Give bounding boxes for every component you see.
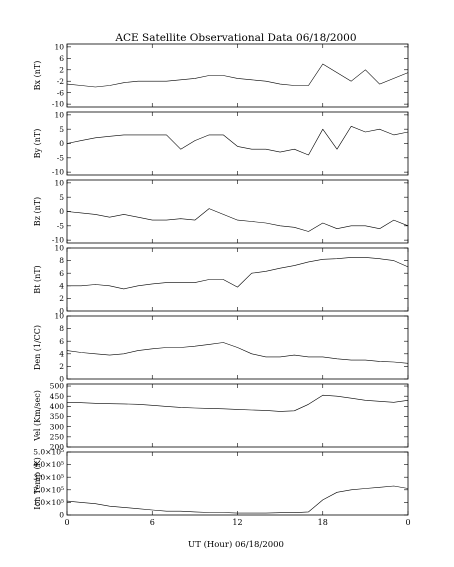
panel-4-series-line (67, 257, 409, 290)
panel-3-y-tick-label: -5 (57, 221, 65, 230)
x-tick-label: 0 (64, 518, 69, 527)
panel-2-y-tick-label: -5 (57, 153, 65, 162)
panel-7-frame (66, 451, 409, 516)
panel-7-y-tick-label: 0 (59, 511, 64, 520)
panel-2-y-tick-label: 10 (54, 110, 64, 119)
panel-1-y-tick-label: 10 (54, 42, 64, 51)
x-tick-label: 18 (318, 518, 328, 527)
panel-6-y-tick-label: 350 (50, 412, 65, 421)
panel-1-y-tick-label: -6 (57, 88, 65, 97)
panel-4-y-tick-label: 8 (59, 256, 64, 265)
panel-5-y-axis-label: Den (1/CC) (33, 325, 42, 370)
panel-4-y-axis-label: Bt (nT) (33, 265, 42, 293)
x-axis-label: UT (Hour) 06/18/2000 (188, 539, 284, 550)
chart-title: ACE Satellite Observational Data 06/18/2… (114, 32, 356, 44)
panel-1-y-axis-label: Bx (nT) (33, 61, 42, 91)
panel-2-series-line (66, 126, 409, 156)
panel-2-y-tick-label: -10 (52, 168, 64, 177)
panel-5-series-line (66, 342, 409, 364)
panel-7-y-tick-label: 2.0×10⁵ (33, 485, 64, 494)
panel-5-y-tick-label: 6 (59, 337, 64, 346)
x-tick-label: 12 (232, 518, 242, 527)
panel-7-y-tick-label: 5.0×10⁵ (33, 448, 64, 457)
panel-4-y-tick-label: 4 (59, 281, 64, 290)
panel-4-y-tick-label: 2 (59, 294, 64, 303)
panel-3-y-tick-label: 0 (59, 207, 64, 216)
panel-6-y-tick-label: 250 (50, 432, 65, 441)
panel-5-y-tick-label: 2 (59, 362, 64, 371)
panel-7-y-axis-label: Ion Temp (K) (33, 457, 42, 510)
panel-5-y-tick-label: 10 (54, 312, 64, 321)
panel-1-y-tick-label: 6 (59, 54, 64, 63)
panel-6-y-tick-label: 300 (50, 422, 65, 431)
panel-7-y-tick-label: 4.0×10⁵ (33, 460, 64, 469)
panel-4-y-tick-label: 0 (59, 307, 64, 316)
panel-6-y-tick-label: 500 (50, 382, 65, 391)
panel-4-y-tick-label: 10 (54, 244, 64, 253)
panel-3-y-tick-label: 5 (59, 193, 64, 202)
panel-2-y-tick-label: 5 (59, 125, 64, 134)
panel-4-y-tick-label: 6 (59, 269, 64, 278)
panel-5-y-tick-label: 8 (59, 324, 64, 333)
panel-6-y-tick-label: 200 (50, 443, 65, 452)
x-tick-label: 6 (150, 518, 155, 527)
panel-5-y-tick-label: 0 (59, 375, 64, 384)
panel-2-y-tick-label: 0 (59, 139, 64, 148)
panel-3-y-tick-label: -10 (52, 236, 64, 245)
panel-1-y-tick-label: -2 (57, 77, 65, 86)
panel-6-y-tick-label: 400 (50, 402, 65, 411)
panel-2-frame (66, 111, 409, 176)
panel-6-y-tick-label: 450 (50, 392, 65, 401)
panel-5-y-tick-label: 4 (59, 349, 64, 358)
panel-6-frame (66, 383, 409, 448)
panel-2-y-axis-label: By (nT) (33, 129, 42, 159)
panel-1-y-tick-label: 2 (59, 65, 64, 74)
panel-7-y-tick-label: 1.0×10⁵ (33, 498, 64, 507)
panel-1-y-tick-label: -10 (52, 100, 64, 109)
panel-3-series-line (66, 208, 409, 232)
panel-3-frame (66, 179, 409, 244)
panel-1-frame (66, 43, 409, 108)
panel-1-series-line (66, 63, 409, 88)
panel-7-series-line (66, 485, 409, 514)
panel-6-y-axis-label: Vel (Km/sec) (33, 390, 42, 442)
panel-6-series-line (66, 394, 409, 412)
panel-3-y-axis-label: Bz (nT) (33, 197, 42, 226)
x-tick-label: 0 (405, 518, 410, 527)
panel-7-y-tick-label: 3.0×10⁵ (33, 473, 64, 482)
panel-3-y-tick-label: 10 (54, 178, 64, 187)
